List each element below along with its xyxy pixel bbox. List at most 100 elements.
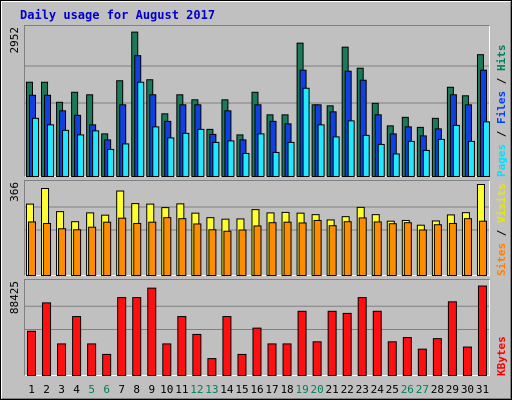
bar-kbytes-day-15 <box>237 353 247 376</box>
bar-kbytes-day-21 <box>327 310 337 377</box>
bar-pages-day-7 <box>122 143 130 177</box>
bar-pages-day-31 <box>482 121 490 177</box>
bar-pages-day-28 <box>437 138 445 177</box>
bar-sites-day-29 <box>448 222 457 276</box>
chart-bevel-dark <box>2 2 511 399</box>
bar-sites-day-15 <box>238 229 247 276</box>
panel-hits-files-pages-max-label: 2952 <box>8 27 21 54</box>
bar-kbytes-day-14 <box>222 316 232 377</box>
bar-sites-day-3 <box>58 228 67 276</box>
bar-pages-day-14 <box>227 140 235 177</box>
bar-pages-day-29 <box>452 124 460 177</box>
bar-kbytes-day-11 <box>177 316 187 377</box>
bar-pages-day-9 <box>152 126 160 177</box>
x-tick-label: 6 <box>103 383 110 396</box>
x-tick-label: 11 <box>175 383 188 396</box>
bar-sites-day-4 <box>73 229 82 276</box>
bar-sites-day-23 <box>358 217 367 276</box>
legend-entry-hits: Hits <box>495 45 508 72</box>
x-tick-label: 9 <box>148 383 155 396</box>
bar-pages-day-17 <box>272 151 280 178</box>
bar-pages-day-18 <box>287 141 295 178</box>
chart-title: Daily usage for August 2017 <box>20 8 215 22</box>
bar-kbytes-day-24 <box>372 310 382 377</box>
bar-pages-day-21 <box>332 136 340 177</box>
bar-kbytes-day-1 <box>27 330 36 377</box>
bar-kbytes-day-29 <box>447 301 457 376</box>
x-tick-label: 8 <box>133 383 140 396</box>
bar-kbytes-day-23 <box>357 297 367 377</box>
bar-sites-day-11 <box>178 218 187 276</box>
bar-kbytes-day-25 <box>387 341 397 377</box>
legend-entry-sites: Sites <box>495 243 508 276</box>
bar-kbytes-day-26 <box>402 337 412 376</box>
bar-pages-day-30 <box>467 140 475 177</box>
bar-pages-day-3 <box>62 129 70 178</box>
legend-separator: / <box>495 223 508 243</box>
bar-pages-day-23 <box>362 134 370 178</box>
bar-sites-day-25 <box>388 223 397 277</box>
bar-sites-day-10 <box>163 217 172 276</box>
panel-kbytes-bevel-dark <box>24 279 490 376</box>
x-tick-label: 22 <box>341 383 354 396</box>
bar-pages-day-13 <box>212 141 220 178</box>
x-tick-label: 20 <box>311 383 324 396</box>
legend-separator: / <box>495 71 508 91</box>
bar-kbytes-day-2 <box>42 302 52 377</box>
bar-kbytes-day-4 <box>72 316 82 377</box>
panel-visits-sites-legend: Sites / Visits <box>495 183 508 276</box>
bar-sites-day-18 <box>283 221 292 277</box>
bar-pages-day-26 <box>407 140 415 177</box>
x-tick-label: 21 <box>326 383 339 396</box>
bar-kbytes-day-13 <box>207 358 217 377</box>
bar-sites-day-21 <box>328 225 337 276</box>
bar-sites-day-27 <box>418 229 427 276</box>
bar-pages-day-6 <box>107 148 115 177</box>
legend-entry-visits: Visits <box>495 183 508 223</box>
bar-kbytes-day-18 <box>282 343 292 376</box>
bar-sites-day-14 <box>223 230 232 277</box>
legend-entry-files: Files <box>495 91 508 124</box>
x-tick-label: 17 <box>265 383 278 396</box>
bar-kbytes-day-19 <box>297 310 307 377</box>
bar-pages-day-5 <box>92 130 100 177</box>
bar-kbytes-day-3 <box>57 343 67 376</box>
panel-kbytes-max-label: 88425 <box>8 281 21 314</box>
x-tick-label: 1 <box>28 383 35 396</box>
bar-pages-day-4 <box>77 134 85 178</box>
x-tick-label: 29 <box>446 383 459 396</box>
bar-kbytes-day-9 <box>147 287 157 376</box>
bar-kbytes-day-22 <box>342 312 352 376</box>
bar-sites-day-1 <box>28 221 36 276</box>
bar-kbytes-day-31 <box>477 285 487 377</box>
bar-kbytes-day-10 <box>162 343 172 376</box>
bar-pages-day-20 <box>317 124 325 178</box>
bar-kbytes-day-16 <box>252 327 262 377</box>
bar-pages-day-10 <box>167 137 175 178</box>
bar-sites-day-7 <box>118 217 127 276</box>
bar-kbytes-day-12 <box>192 333 202 376</box>
x-tick-label: 18 <box>280 383 293 396</box>
x-tick-label: 25 <box>386 383 399 396</box>
legend-separator: / <box>495 124 508 144</box>
bar-sites-day-2 <box>43 222 52 276</box>
x-tick-label: 4 <box>73 383 80 396</box>
bar-pages-day-25 <box>392 153 400 177</box>
x-tick-label: 5 <box>88 383 95 396</box>
x-tick-label: 13 <box>205 383 218 396</box>
bar-sites-day-30 <box>463 218 472 276</box>
bar-sites-day-26 <box>403 222 412 277</box>
panel-hits-files-pages-legend: Pages / Files / Hits <box>495 45 508 178</box>
x-tick-label: 28 <box>431 383 444 396</box>
bar-kbytes-day-28 <box>432 338 442 376</box>
x-tick-label: 15 <box>235 383 248 396</box>
x-tick-label: 10 <box>160 383 173 396</box>
bar-pages-day-1 <box>32 117 39 178</box>
x-tick-label: 16 <box>250 383 263 396</box>
bar-kbytes-day-6 <box>102 353 112 376</box>
x-tick-label: 12 <box>190 383 203 396</box>
bar-pages-day-16 <box>257 133 265 177</box>
x-tick-label: 14 <box>220 383 234 396</box>
panel-hits-files-pages-bevel-dark <box>24 25 490 177</box>
